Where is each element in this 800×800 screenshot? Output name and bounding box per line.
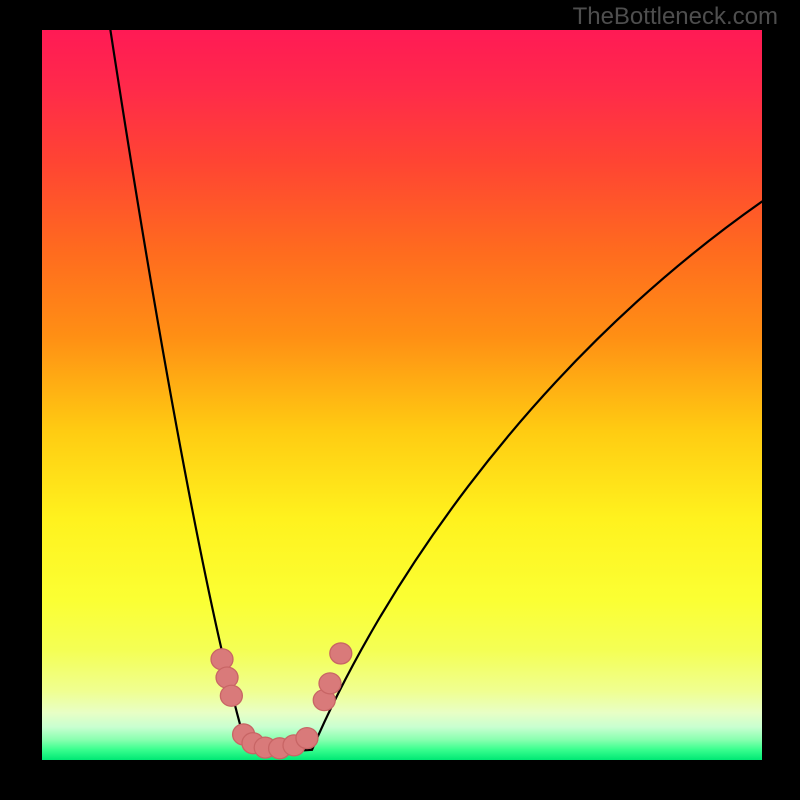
curve-marker <box>216 667 238 688</box>
bottleneck-chart <box>0 0 800 800</box>
curve-marker <box>220 685 242 706</box>
curve-marker <box>296 728 318 749</box>
curve-marker <box>211 649 233 670</box>
plot-gradient-background <box>42 30 762 760</box>
curve-marker <box>330 643 352 664</box>
curve-marker <box>319 673 341 694</box>
watermark-text: TheBottleneck.com <box>573 3 778 31</box>
